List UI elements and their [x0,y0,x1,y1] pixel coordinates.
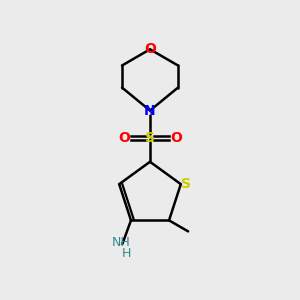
Text: S: S [181,177,191,191]
Text: NH: NH [112,236,130,249]
Text: S: S [145,130,155,145]
Text: O: O [144,42,156,56]
Text: O: O [170,130,182,145]
Text: N: N [144,103,156,118]
Text: O: O [118,130,130,145]
Text: H: H [122,247,131,260]
